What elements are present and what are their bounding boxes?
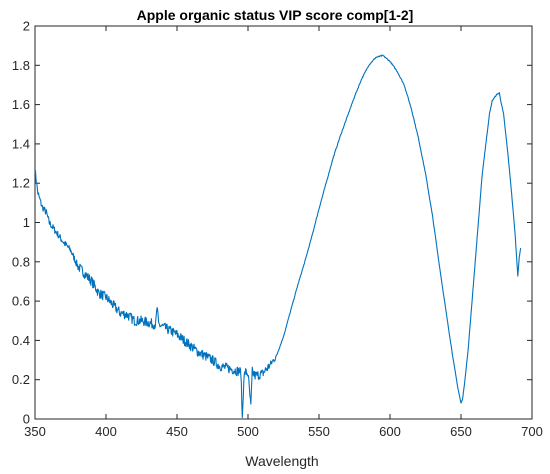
y-tick-label: 1.8: [12, 58, 30, 73]
x-tick-label: 600: [379, 424, 401, 439]
y-tick-label: 1.4: [12, 136, 30, 151]
plot-area: 350 400 450 500 550 600 650 700 0 0.2 0.4 0.6 0.8 1 1.…: [12, 19, 543, 440]
y-tick-label: 0.8: [12, 254, 30, 269]
x-tick-label: 650: [450, 424, 472, 439]
y-tick-label: 0: [23, 412, 30, 427]
axes-frame: [34, 25, 533, 420]
y-tick-label: 1.6: [12, 97, 30, 112]
y-tick-label: 1.2: [12, 176, 30, 191]
chart-title: Apple organic status VIP score comp[1-2]: [137, 7, 414, 23]
x-axis-label: Wavelength: [245, 453, 318, 469]
y-tick-label: 0.6: [12, 294, 30, 309]
x-tick-label: 400: [95, 424, 117, 439]
x-tick-label: 700: [521, 424, 543, 439]
series-line: [34, 54, 522, 419]
y-tick-label: 0.2: [12, 372, 30, 387]
y-tick-label: 0.4: [12, 333, 30, 348]
x-tick-label: 500: [237, 424, 259, 439]
x-tick-label: 550: [308, 424, 330, 439]
x-tick-label: 450: [166, 424, 188, 439]
y-tick-label: 1: [23, 215, 30, 230]
y-tick-label: 2: [23, 19, 30, 34]
x-tick-label: 350: [24, 424, 46, 439]
